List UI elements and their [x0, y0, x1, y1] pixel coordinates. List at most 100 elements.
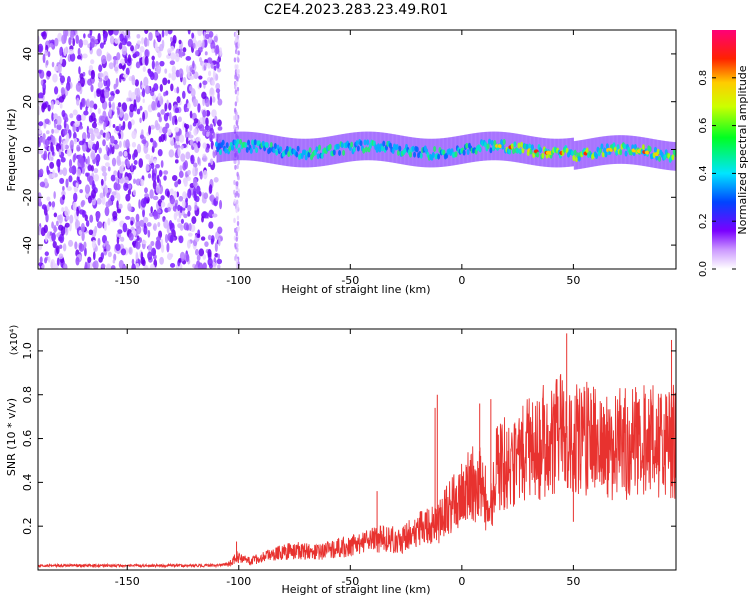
spectrogram-x-tick-label: -100 [226, 274, 251, 287]
spectrogram-noise-cell [116, 208, 122, 214]
spectrogram-noise-cell [116, 159, 122, 166]
spectrogram-signal-core [595, 153, 599, 160]
spectrogram-noise-cell [51, 232, 56, 242]
spectrogram-signal-core [382, 140, 386, 147]
spectrogram-signal-core [541, 152, 545, 159]
spectrogram-noise-cell [60, 226, 66, 236]
spectrogram-signal-halo [541, 137, 544, 167]
spectrogram-signal-core [465, 142, 469, 149]
spectrogram-noise-cell [187, 102, 191, 110]
spectrogram-noise-cell [212, 131, 216, 139]
spectrogram-x-tick-label: -50 [341, 274, 359, 287]
spectrogram-noise-cell [235, 127, 239, 133]
spectrogram-signal-halo [489, 131, 492, 161]
spectrogram-noise-cell [151, 87, 156, 93]
spectrogram-noise-cell [59, 75, 65, 84]
spectrogram-noise-cell [171, 115, 176, 126]
spectrogram-noise-cell [38, 149, 44, 155]
spectrogram-noise-cell [183, 213, 188, 219]
spectrogram-noise-cell [157, 221, 161, 228]
spectrogram-noise-cell [159, 83, 163, 92]
spectrogram-noise-cell [51, 61, 55, 68]
spectrogram-noise-cell [93, 128, 100, 137]
spectrogram-noise-cell [134, 51, 140, 57]
spectrogram-noise-cell [170, 36, 173, 43]
spectrogram-noise-cell [91, 239, 97, 249]
spectrogram-signal-core [364, 146, 368, 153]
spectrogram-noise-cell [207, 234, 212, 241]
spectrogram-noise-cell [96, 221, 103, 229]
spectrogram-noise-cell [213, 65, 217, 71]
spectrogram-noise-cell [148, 70, 154, 78]
spectrogram-noise-cell [178, 195, 184, 202]
spectrogram-noise-cell [177, 147, 181, 157]
spectrogram-noise-cell [140, 179, 145, 187]
spectrogram-noise-cell [108, 62, 114, 70]
spectrogram-noise-cell [202, 97, 206, 107]
spectrogram-noise-cell [72, 201, 77, 212]
spectrogram-noise-cell [119, 108, 124, 118]
spectrogram-noise-cell [50, 156, 54, 161]
spectrogram-noise-cell [138, 158, 144, 169]
spectrogram-noise-cell [170, 140, 175, 146]
spectrogram-signal-core [307, 151, 311, 158]
spectrogram-noise-cell [131, 77, 136, 86]
spectrogram-noise-cell [164, 102, 168, 112]
spectrogram-signal-halo [298, 138, 300, 168]
spectrogram-noise-cell [109, 144, 113, 154]
spectrogram-noise-cell [170, 52, 176, 61]
spectrogram-signal-halo [339, 134, 342, 164]
spectrogram-noise-cell [147, 251, 153, 261]
spectrogram-noise-cell [38, 121, 44, 127]
spectrogram-noise-cell [81, 142, 87, 152]
spectrogram-noise-cell [141, 87, 146, 98]
spectrogram-noise-cell [135, 262, 140, 269]
spectrogram-noise-cell [57, 32, 63, 42]
spectrogram-noise-cell [47, 51, 51, 58]
spectrogram-noise-cell [134, 87, 139, 96]
spectrogram-noise-cell [112, 259, 116, 264]
spectrogram-noise-cell [73, 137, 78, 145]
spectrogram-signal-halo [371, 131, 374, 161]
spectrogram-noise-cell [80, 200, 85, 208]
spectrogram-noise-cell [202, 211, 208, 217]
spectrogram-signal-halo [506, 132, 509, 162]
spectrogram-noise-cell [237, 42, 240, 48]
spectrogram-noise-cell [90, 69, 96, 80]
spectrogram-noise-cell [115, 183, 121, 191]
spectrogram-signal-core [490, 139, 494, 146]
spectrogram-noise-cell [141, 37, 145, 45]
spectrogram-signal-core [521, 147, 525, 154]
spectrogram-noise-cell [144, 187, 148, 194]
spectrogram-noise-cell [145, 164, 150, 172]
spectrogram-noise-cell [197, 156, 200, 165]
spectrogram-noise-cell [41, 154, 44, 159]
spectrogram-noise-cell [189, 124, 193, 132]
spectrogram-noise-cell [46, 165, 49, 174]
spectrogram-noise-cell [194, 195, 200, 203]
spectrogram-noise-cell [55, 100, 60, 105]
spectrogram-noise-cell [133, 178, 137, 184]
spectrogram-noise-cell [198, 248, 205, 257]
spectrogram-noise-cell [111, 157, 117, 167]
spectrogram-noise-cell [168, 102, 172, 111]
spectrogram-noise-cell [74, 241, 78, 250]
spectrogram-noise-cell [104, 206, 110, 217]
spectrogram-noise-cell [130, 91, 136, 102]
spectrogram-noise-cell [84, 247, 87, 257]
spectrogram-signal-core [355, 140, 359, 147]
spectrogram-signal-halo [601, 136, 604, 166]
spectrogram-noise-cell [87, 195, 92, 204]
spectrogram-noise-cell [64, 222, 70, 228]
spectrogram-noise-cell [234, 32, 238, 38]
spectrogram-signal-core [318, 144, 322, 151]
spectrogram-noise-cell [87, 155, 90, 166]
spectrogram-noise-cell [108, 30, 114, 36]
spectrogram-noise-cell [72, 109, 78, 116]
spectrogram-noise-cell [64, 31, 68, 42]
spectrogram-noise-cell [142, 208, 145, 218]
spectrogram-noise-cell [112, 123, 116, 128]
spectrogram-noise-cell [120, 125, 125, 131]
spectrogram-noise-cell [180, 153, 186, 162]
spectrogram-noise-cell [208, 211, 213, 216]
